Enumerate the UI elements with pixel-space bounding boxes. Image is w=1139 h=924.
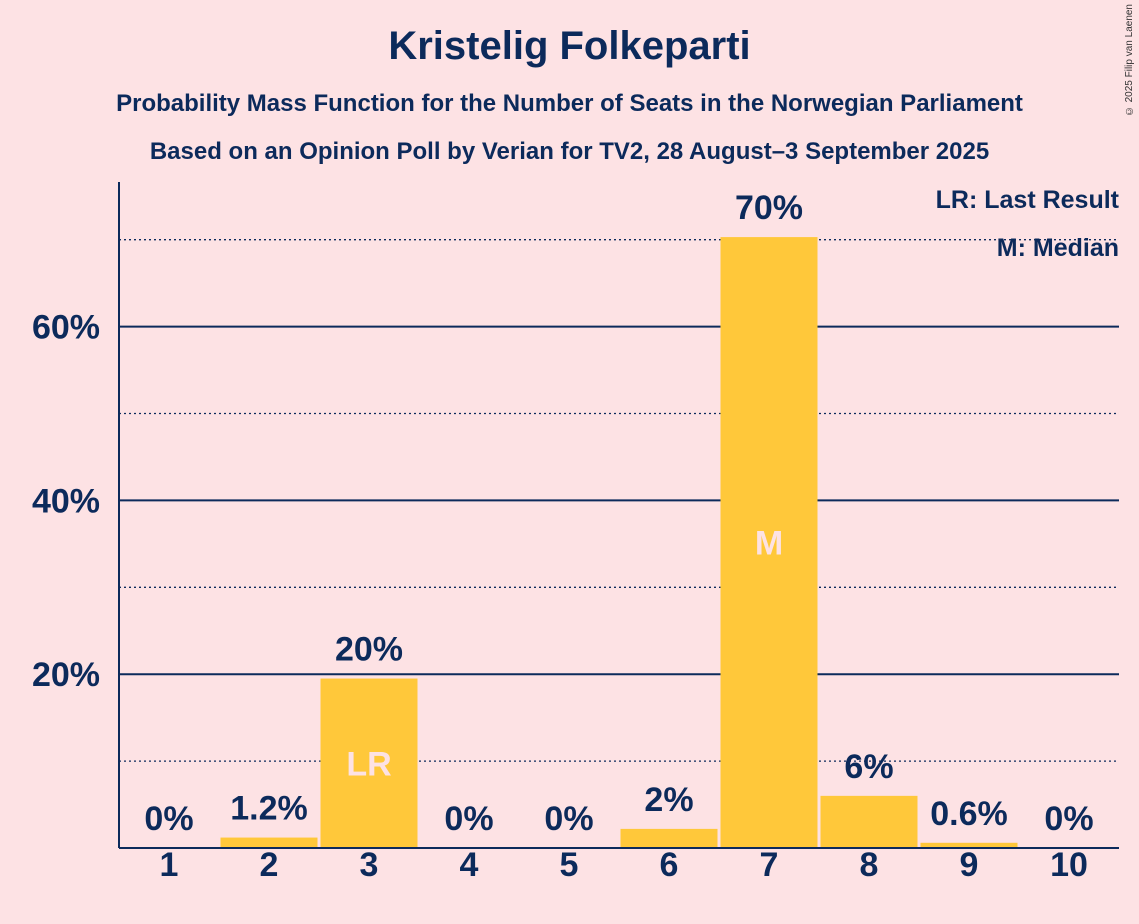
bar-value-label: 0% bbox=[544, 800, 593, 838]
x-tick-label: 6 bbox=[660, 846, 679, 884]
legend-median: M: Median bbox=[996, 234, 1119, 262]
bar bbox=[820, 795, 918, 848]
bar-value-label: 0% bbox=[444, 800, 493, 838]
bar-value-label: 2% bbox=[644, 781, 693, 819]
x-tick-label: 7 bbox=[760, 846, 779, 884]
bar-value-label: 1.2% bbox=[230, 790, 308, 828]
bar-value-label: 70% bbox=[735, 189, 803, 227]
x-tick-label: 5 bbox=[560, 846, 579, 884]
x-tick-label: 2 bbox=[260, 846, 279, 884]
y-tick-label: 20% bbox=[32, 656, 100, 694]
y-tick-label: 60% bbox=[32, 309, 100, 347]
x-tick-label: 8 bbox=[860, 846, 879, 884]
x-tick-label: 4 bbox=[460, 846, 479, 884]
bar-value-label: 0% bbox=[1044, 800, 1093, 838]
bar bbox=[220, 837, 318, 848]
legend-last-result: LR: Last Result bbox=[935, 186, 1119, 214]
bar bbox=[720, 237, 818, 848]
bar-value-label: 0% bbox=[144, 800, 193, 838]
x-tick-label: 1 bbox=[160, 846, 179, 884]
bar-value-label: 20% bbox=[335, 631, 403, 669]
bar bbox=[620, 828, 718, 848]
chart-subtitle-poll: Based on an Opinion Poll by Verian for T… bbox=[149, 138, 990, 165]
bar bbox=[920, 842, 1018, 848]
bar-value-label: 0.6% bbox=[930, 795, 1008, 833]
chart-subtitle-pmf: Probability Mass Function for the Number… bbox=[116, 90, 1023, 117]
x-tick-label: 10 bbox=[1050, 846, 1088, 884]
chart-title: Kristelig Folkeparti bbox=[388, 24, 751, 68]
bar bbox=[320, 678, 418, 848]
bar-marker-label: M bbox=[755, 525, 783, 563]
bar-value-label: 6% bbox=[844, 748, 893, 786]
bar-marker-label: LR bbox=[346, 745, 391, 783]
y-tick-label: 40% bbox=[32, 482, 100, 520]
x-tick-label: 9 bbox=[960, 846, 979, 884]
x-tick-label: 3 bbox=[360, 846, 379, 884]
